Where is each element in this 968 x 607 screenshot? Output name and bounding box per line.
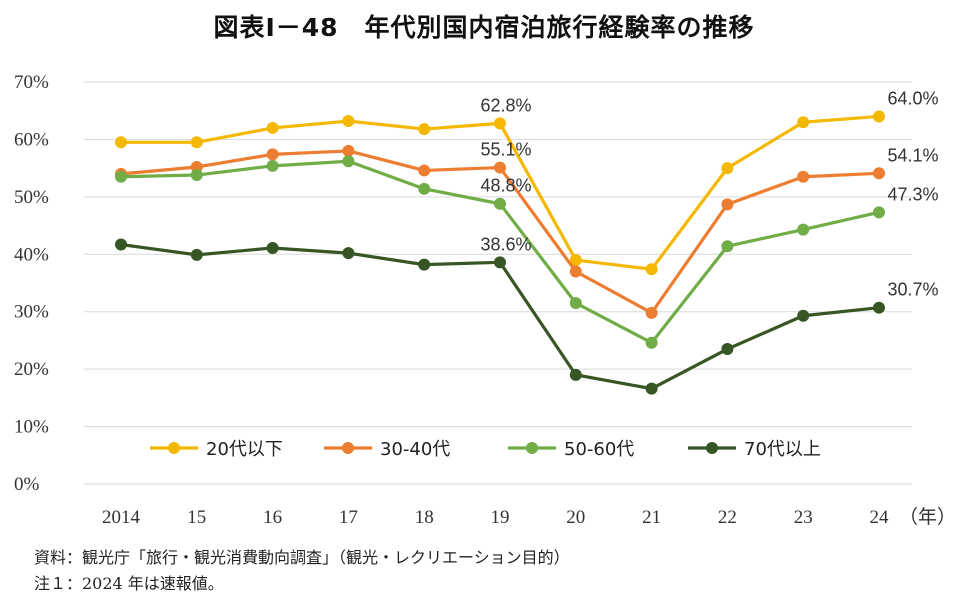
data-point — [721, 240, 734, 253]
y-tick-label: 30% — [14, 302, 49, 323]
data-point — [645, 382, 658, 395]
data-point — [266, 121, 279, 134]
data-point — [418, 123, 431, 136]
x-axis-ticks: 2014 15 16 17 18 19 20 21 22 23 24 （年） — [102, 506, 956, 528]
data-label: 38.6% — [480, 234, 531, 254]
legend-label: 30‑40代 — [380, 439, 450, 460]
source-note: 資料：観光庁「旅行・観光消費動向調査」（観光・レクリエーション目的） — [34, 548, 570, 567]
data-point — [569, 254, 582, 267]
data-point — [190, 248, 203, 261]
data-point — [266, 159, 279, 172]
data-label: 64.0% — [887, 88, 938, 108]
data-point — [645, 336, 658, 349]
data-point — [115, 170, 127, 183]
legend: 20代以下 30‑40代 50‑60代 70代以上 — [150, 439, 821, 460]
x-tick-label: 17 — [339, 507, 358, 528]
data-label: 48.8% — [480, 176, 531, 196]
series-lines — [115, 110, 885, 395]
legend-label: 50‑60代 — [564, 439, 634, 460]
x-tick-label: 21 — [642, 507, 661, 528]
footnote-1: 注１：2024 年は速報値。 — [34, 574, 224, 593]
x-tick-label: 19 — [491, 507, 510, 528]
x-axis-unit: （年） — [899, 506, 956, 528]
data-labels: 62.8% 55.1% 48.8% 38.6% 64.0% 54.1% 47.3% 30.7% — [480, 88, 938, 299]
data-point — [266, 241, 279, 254]
x-tick-label: 15 — [187, 507, 206, 528]
y-tick-label: 50% — [14, 187, 49, 208]
legend-swatch-marker — [526, 442, 538, 454]
data-point — [873, 110, 885, 123]
data-point — [266, 148, 279, 161]
data-point — [418, 164, 431, 177]
legend-swatch-marker — [342, 442, 354, 454]
data-label: 55.1% — [480, 140, 531, 160]
data-point — [797, 170, 810, 183]
legend-swatch-marker — [706, 442, 718, 454]
data-point — [418, 182, 431, 195]
legend-swatch-marker — [168, 442, 180, 454]
data-point — [494, 161, 506, 174]
x-tick-label: 23 — [794, 507, 813, 528]
data-point — [721, 343, 734, 356]
data-label: 30.7% — [887, 280, 938, 300]
y-tick-label: 10% — [14, 417, 49, 438]
data-point — [342, 247, 355, 260]
data-point — [342, 155, 355, 168]
line-chart: 0%10%20%30%40%50%60%70% 2014 15 16 17 18 19 20… — [14, 72, 956, 528]
data-point — [494, 117, 506, 130]
data-label: 62.8% — [480, 95, 531, 115]
data-point — [190, 169, 203, 182]
x-tick-label: 20 — [566, 507, 585, 528]
data-point — [797, 116, 810, 129]
y-axis-ticks: 0% 10% 20% 30% 40% 50% 60% 70% — [14, 72, 49, 495]
x-tick-label: 2014 — [102, 507, 141, 528]
data-point — [797, 223, 810, 236]
data-point — [797, 309, 810, 322]
data-point — [873, 206, 885, 219]
y-tick-label: 20% — [14, 359, 49, 380]
data-point — [342, 115, 355, 128]
x-tick-label: 22 — [718, 507, 737, 528]
data-point — [721, 162, 734, 175]
y-tick-label: 40% — [14, 244, 49, 265]
data-point — [115, 136, 127, 149]
data-point — [494, 197, 506, 210]
data-point — [873, 301, 885, 314]
data-point — [873, 167, 885, 180]
data-point — [569, 297, 582, 310]
data-point — [569, 368, 582, 381]
x-tick-label: 16 — [263, 507, 282, 528]
legend-label: 20代以下 — [206, 439, 283, 460]
data-label: 47.3% — [887, 184, 938, 204]
x-tick-label: 24 — [870, 507, 890, 528]
x-tick-label: 18 — [415, 507, 434, 528]
data-point — [645, 306, 658, 319]
legend-label: 70代以上 — [744, 439, 821, 460]
data-point — [494, 256, 506, 269]
data-point — [418, 258, 431, 271]
data-point — [190, 136, 203, 149]
data-point — [721, 198, 734, 211]
data-point — [115, 238, 127, 251]
y-tick-label: 70% — [14, 72, 49, 93]
y-tick-label: 60% — [14, 129, 49, 150]
data-point — [569, 265, 582, 278]
y-tick-label: 0% — [14, 474, 40, 495]
data-point — [342, 144, 355, 157]
chart-title: 図表Ⅰ－48 年代別国内宿泊旅行経験率の推移 — [213, 13, 755, 42]
data-point — [645, 263, 658, 276]
data-label: 54.1% — [887, 145, 938, 165]
